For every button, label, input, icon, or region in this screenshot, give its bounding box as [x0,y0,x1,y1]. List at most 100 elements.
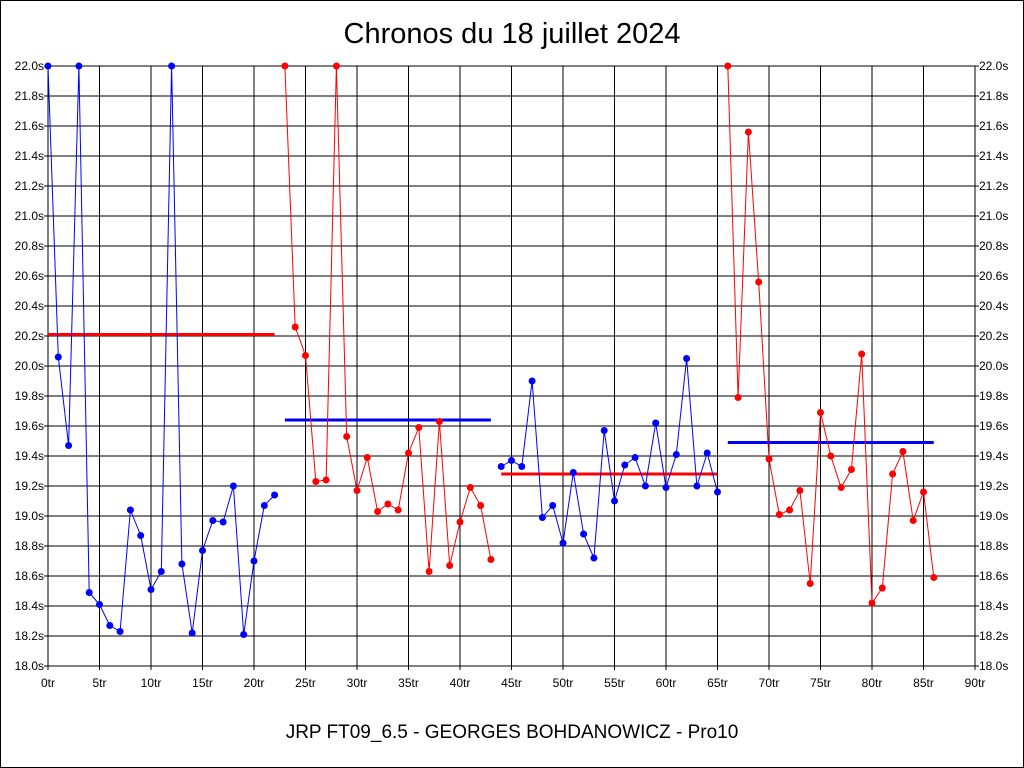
data-point [250,557,258,565]
data-point [920,488,927,496]
data-point [281,62,289,70]
y-tick-label-left: 18.6s [15,569,44,583]
data-point [508,457,515,464]
series-line [727,65,935,605]
data-point [415,424,423,431]
data-point [889,470,897,478]
chart-title: Chronos du 18 juillet 2024 [343,18,681,50]
data-point [641,482,649,490]
x-tick-label: 35tr [398,676,419,690]
x-tick-label: 90tr [965,676,986,690]
data-point [497,463,505,470]
data-point [714,488,721,496]
y-tick-label-right: 19.4s [979,449,1008,463]
y-tick-label-right: 18.8s [979,539,1008,553]
data-point [96,601,103,608]
data-point [755,278,763,286]
y-tick-label-left: 20.2s [15,329,44,343]
data-point [827,452,835,460]
data-point [611,497,618,505]
data-point [806,580,814,587]
data-point [65,442,73,449]
data-point [271,491,279,499]
data-point [209,517,217,524]
data-point [600,427,608,434]
y-tick-label-right: 21.2s [979,179,1008,193]
data-point [394,506,402,514]
x-tick-label: 0tr [41,676,55,690]
data-point [837,484,845,491]
data-point [291,323,299,331]
data-point [374,508,382,515]
data-point [219,518,227,526]
y-tick-label-left: 20.0s [15,359,44,373]
data-point [693,482,701,490]
y-tick-label-right: 21.4s [979,149,1008,163]
data-point [322,476,330,484]
data-point [157,568,165,575]
data-point [868,599,876,607]
data-point [85,589,93,596]
y-tick-label-left: 19.6s [15,419,44,433]
data-point [188,629,196,637]
data-point [930,574,938,581]
data-point [456,518,464,526]
data-point [384,500,392,508]
data-point [518,463,526,470]
data-point [137,532,145,539]
y-tick-label-left: 22.0s [15,59,44,73]
data-point [703,449,711,457]
x-tick-label: 55tr [604,676,625,690]
y-tick-label-right: 19.8s [979,389,1008,403]
data-point [765,455,773,463]
y-tick-label-left: 18.2s [15,629,44,643]
data-point [302,352,309,359]
y-tick-label-left: 20.4s [15,299,44,313]
data-point [569,469,577,476]
data-point [672,451,680,458]
data-point [538,514,546,521]
y-tick-label-right: 18.0s [979,659,1008,673]
y-tick-label-right: 20.8s [979,239,1008,253]
y-tick-label-left: 21.4s [15,149,44,163]
data-point [405,449,412,457]
x-tick-label: 5tr [92,676,106,690]
y-tick-label-right: 20.0s [979,359,1008,373]
data-point [549,502,557,509]
series-line [500,358,718,559]
data-point [147,586,155,593]
data-point [199,547,206,554]
y-tick-label-left: 20.8s [15,239,44,253]
y-tick-label-left: 18.4s [15,599,44,613]
data-point [260,502,268,509]
y-tick-label-right: 22.0s [979,59,1008,73]
data-point [446,562,454,569]
x-tick-label: 40tr [450,676,471,690]
data-point [343,433,351,440]
y-tick-label-left: 18.8s [15,539,44,553]
y-tick-label-left: 19.8s [15,389,44,403]
y-tick-label-left: 20.6s [15,269,44,283]
y-tick-label-right: 20.6s [979,269,1008,283]
y-tick-label-left: 18.0s [15,659,44,673]
data-point [621,461,629,469]
y-tick-label-left: 19.4s [15,449,44,463]
y-tick-label-right: 18.2s [979,629,1008,643]
x-tick-label: 30tr [347,676,368,690]
y-tick-label-left: 19.0s [15,509,44,523]
x-tick-label: 70tr [759,676,780,690]
y-tick-label-right: 21.8s [979,89,1008,103]
data-point [106,622,114,629]
data-point [796,487,804,494]
chart-footer: JRP FT09_6.5 - GEORGES BOHDANOWICZ - Pro… [285,722,739,743]
data-point [528,377,536,385]
y-tick-label-right: 18.6s [979,569,1008,583]
data-point [126,506,134,514]
data-point [858,350,866,358]
y-tick-label-right: 19.0s [979,509,1008,523]
y-tick-label-right: 18.4s [979,599,1008,613]
data-point [683,355,691,362]
data-point [332,62,340,70]
data-point [847,466,855,473]
data-point [75,62,83,70]
